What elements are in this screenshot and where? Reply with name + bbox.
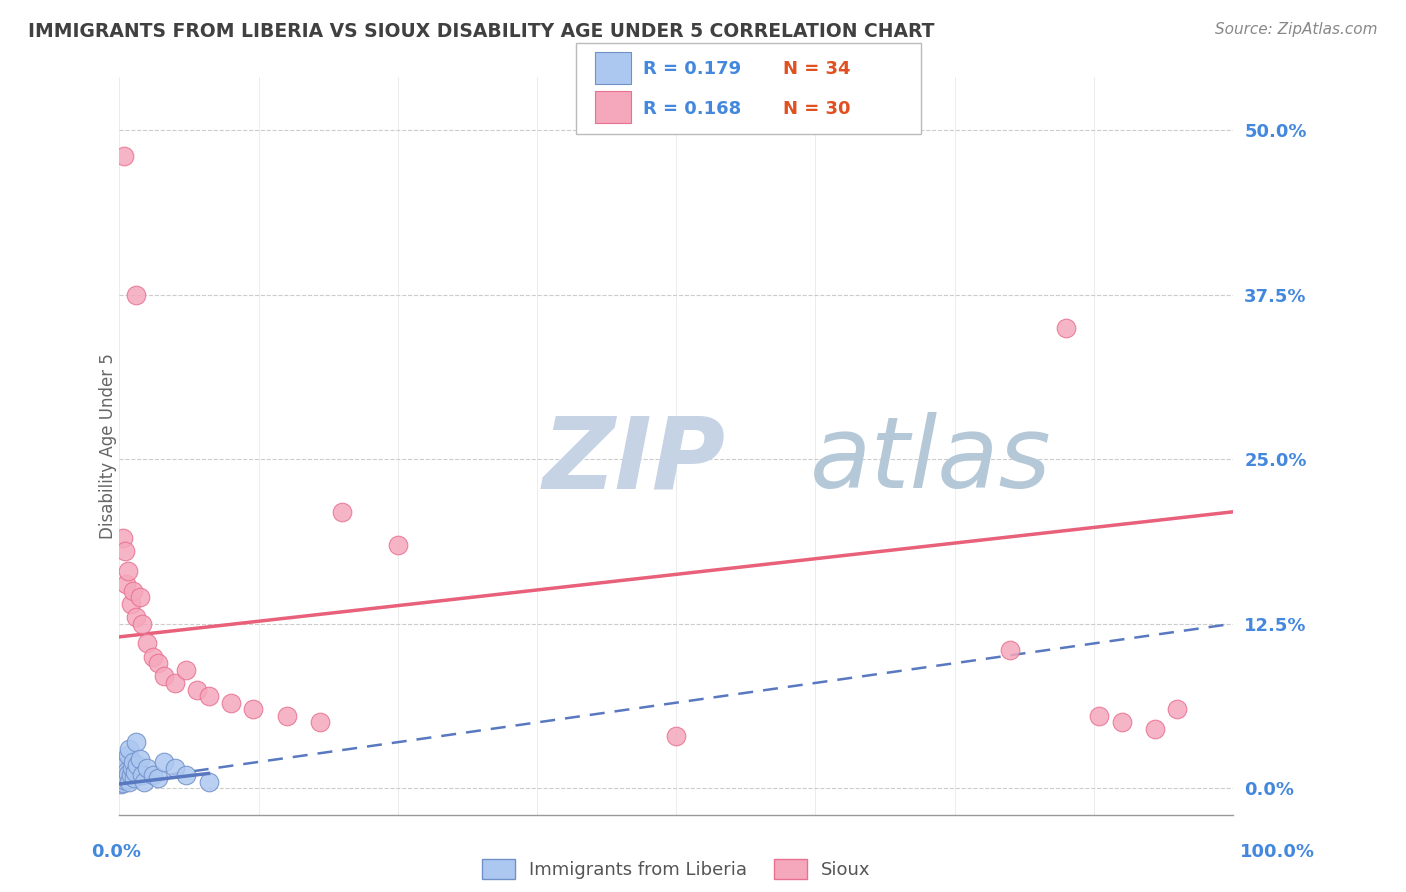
Point [110,777,132,791]
Point [114,773,136,788]
Point [665,729,688,743]
Point [125,287,148,301]
Point [242,702,264,716]
Point [1054,320,1077,334]
Point [148,771,170,785]
Text: N = 34: N = 34 [783,61,851,78]
Text: 0.0%: 0.0% [91,843,142,861]
Point [131,616,153,631]
Point [111,768,134,782]
Point [136,762,159,776]
Point [165,762,187,776]
Point [276,709,298,723]
Point [110,774,132,789]
Point [1144,722,1167,736]
Point [309,715,332,730]
Point [142,768,165,782]
Legend: Immigrants from Liberia, Sioux: Immigrants from Liberia, Sioux [475,851,877,887]
Point [1166,702,1188,716]
Point [153,669,176,683]
Point [117,772,139,786]
Point [117,748,139,763]
Point [114,757,136,772]
Point [142,649,165,664]
Point [1088,709,1111,723]
Text: N = 30: N = 30 [783,100,851,118]
Point [124,765,146,780]
Point [122,771,145,785]
Point [387,538,409,552]
Point [114,544,136,558]
Point [197,774,219,789]
Point [121,755,143,769]
Point [125,735,148,749]
Point [197,689,219,703]
Point [132,774,155,789]
Point [115,769,138,783]
Text: ZIP: ZIP [543,412,725,509]
Point [115,764,138,778]
Y-axis label: Disability Age Under 5: Disability Age Under 5 [100,353,117,539]
Point [125,610,148,624]
Point [128,591,150,605]
Point [330,505,353,519]
Point [165,676,187,690]
Point [117,564,139,578]
Point [117,766,139,780]
Text: R = 0.179: R = 0.179 [643,61,741,78]
Point [186,682,208,697]
Point [1000,643,1022,657]
Point [115,577,138,591]
Point [121,583,143,598]
Point [111,531,134,545]
Text: atlas: atlas [810,412,1052,509]
Point [136,636,159,650]
Text: IMMIGRANTS FROM LIBERIA VS SIOUX DISABILITY AGE UNDER 5 CORRELATION CHART: IMMIGRANTS FROM LIBERIA VS SIOUX DISABIL… [28,22,935,41]
Point [120,768,142,782]
Point [112,762,135,776]
Text: Source: ZipAtlas.com: Source: ZipAtlas.com [1215,22,1378,37]
Point [111,765,134,780]
Point [148,656,170,670]
Point [219,696,242,710]
Point [128,752,150,766]
Point [118,774,141,789]
Point [127,757,149,772]
Point [121,762,143,776]
Point [112,149,135,163]
Point [1111,715,1133,730]
Point [118,741,141,756]
Point [120,597,142,611]
Point [111,771,134,785]
Point [174,663,197,677]
Point [153,755,176,769]
Point [114,755,136,769]
Text: 100.0%: 100.0% [1240,843,1315,861]
Text: R = 0.168: R = 0.168 [643,100,741,118]
Point [174,768,197,782]
Point [112,776,135,790]
Point [131,768,153,782]
